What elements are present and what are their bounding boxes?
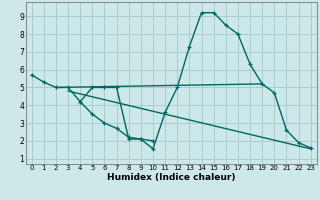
X-axis label: Humidex (Indice chaleur): Humidex (Indice chaleur) (107, 173, 236, 182)
